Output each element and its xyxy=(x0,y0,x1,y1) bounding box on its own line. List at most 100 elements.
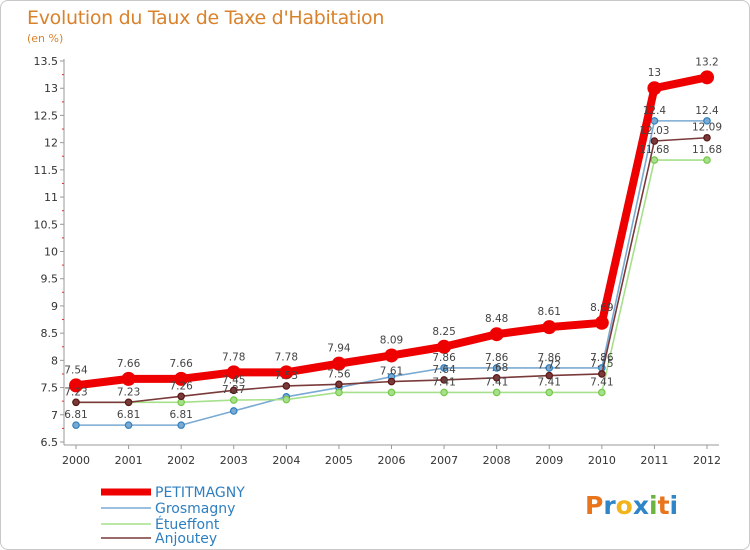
data-label: 7.56 xyxy=(327,368,351,380)
y-tick-label: 7.5 xyxy=(41,382,59,395)
logo-letter: t xyxy=(657,491,670,520)
data-point xyxy=(282,395,291,404)
data-point xyxy=(598,370,606,378)
legend-label-étueffont: Étueffont xyxy=(155,516,220,533)
x-tick-label: 2008 xyxy=(483,454,511,467)
y-tick-label: 11.5 xyxy=(34,164,59,177)
data-label: 7.86 xyxy=(432,352,456,364)
y-tick-label: 9.5 xyxy=(41,273,59,286)
y-tick-label: 6.5 xyxy=(41,436,59,449)
data-point xyxy=(545,364,554,372)
data-point xyxy=(703,117,711,125)
data-label: 7.66 xyxy=(169,358,193,370)
data-label: 6.81 xyxy=(169,409,192,421)
data-point xyxy=(229,407,238,415)
x-tick-label: 2006 xyxy=(378,454,406,467)
data-label: 7.27 xyxy=(222,384,245,396)
data-point xyxy=(598,388,606,397)
data-label: 7.54 xyxy=(64,364,88,376)
data-point xyxy=(335,380,343,389)
data-point xyxy=(121,371,136,386)
data-point xyxy=(594,315,609,330)
data-point xyxy=(440,388,448,397)
y-tick-label: 7 xyxy=(51,409,58,422)
data-point xyxy=(650,117,659,125)
logo-letter: r xyxy=(603,491,616,520)
data-point xyxy=(492,388,501,397)
data-label: 12.03 xyxy=(639,125,669,137)
data-label: 7.53 xyxy=(275,370,298,382)
y-tick-label: 13.5 xyxy=(34,55,59,68)
data-label: 7.86 xyxy=(485,352,509,364)
data-point xyxy=(440,376,448,384)
data-point xyxy=(703,156,711,164)
data-label: 6.81 xyxy=(64,409,87,421)
logo-letter: i xyxy=(669,491,679,520)
x-tick-label: 2010 xyxy=(588,454,616,467)
data-label: 7.68 xyxy=(485,362,508,374)
data-point xyxy=(545,371,554,380)
y-tick-label: 8.5 xyxy=(41,327,59,340)
x-tick-label: 2007 xyxy=(430,454,458,467)
data-point xyxy=(177,392,185,401)
x-tick-label: 2004 xyxy=(272,454,300,467)
data-point xyxy=(387,377,396,386)
data-label: 12.09 xyxy=(692,122,722,134)
data-point xyxy=(72,398,80,407)
data-point xyxy=(650,137,659,145)
x-tick-label: 2001 xyxy=(115,454,143,467)
data-point xyxy=(177,421,185,429)
data-label: 7.86 xyxy=(538,352,562,364)
data-label: 8.48 xyxy=(485,313,508,325)
data-label: 7.94 xyxy=(327,343,351,355)
data-label: 7.78 xyxy=(275,351,298,363)
x-tick-label: 2000 xyxy=(62,454,90,467)
proxiti-logo: Proxiti xyxy=(585,491,678,520)
data-point xyxy=(174,371,189,386)
x-tick-label: 2002 xyxy=(167,454,195,467)
data-label: 7.41 xyxy=(432,376,455,388)
x-tick-label: 2009 xyxy=(535,454,563,467)
data-label: 11.68 xyxy=(692,144,722,156)
data-label: 7.23 xyxy=(64,386,87,398)
data-point xyxy=(440,364,448,372)
data-point xyxy=(650,156,659,164)
data-point xyxy=(489,327,504,342)
data-label: 8.61 xyxy=(538,306,561,318)
data-point xyxy=(437,339,452,354)
logo-letter: x xyxy=(632,491,649,520)
y-tick-label: 12.5 xyxy=(34,109,59,122)
chart-unit-label: (en %) xyxy=(27,32,64,45)
chart-title: Evolution du Taux de Taxe d'Habitation xyxy=(27,7,385,29)
data-label: 8.09 xyxy=(380,334,403,346)
data-point xyxy=(335,388,343,397)
x-tick-label: 2005 xyxy=(325,454,353,467)
data-point xyxy=(226,365,241,380)
data-label: 7.66 xyxy=(117,358,141,370)
y-tick-label: 10 xyxy=(44,246,58,259)
y-tick-label: 8 xyxy=(51,354,58,367)
data-point xyxy=(282,382,291,390)
data-label: 8.69 xyxy=(590,302,613,314)
data-label: 7.41 xyxy=(590,376,613,388)
data-point xyxy=(124,398,133,407)
data-label: 7.75 xyxy=(590,358,613,370)
data-label: 7.64 xyxy=(432,364,456,376)
data-point xyxy=(647,81,662,96)
data-label: 8.25 xyxy=(432,326,455,338)
y-tick-label: 13 xyxy=(44,82,58,95)
data-label: 7.41 xyxy=(485,376,508,388)
data-label: 12.4 xyxy=(643,105,667,117)
logo-letter: P xyxy=(585,491,604,520)
legend-label-anjoutey: Anjoutey xyxy=(155,531,217,547)
data-point xyxy=(279,365,294,380)
data-label: 13.2 xyxy=(695,56,718,68)
data-label: 7.61 xyxy=(380,366,403,378)
data-point xyxy=(703,133,711,142)
data-label: 7.72 xyxy=(538,360,561,372)
data-point xyxy=(387,388,396,397)
data-label: 12.4 xyxy=(695,105,719,117)
data-point xyxy=(229,396,238,404)
